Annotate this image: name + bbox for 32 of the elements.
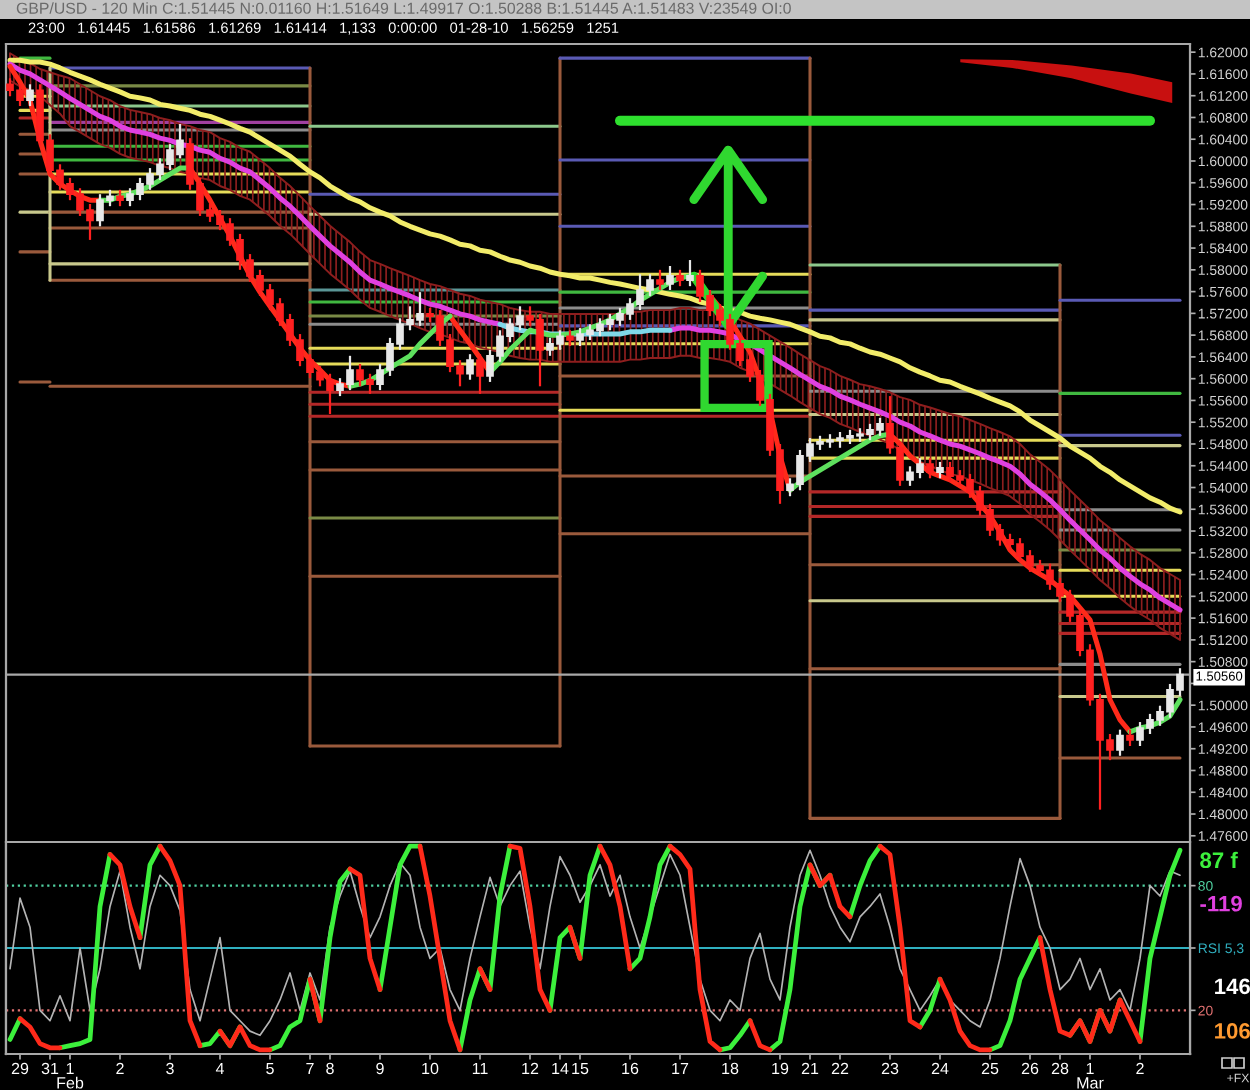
x-tick-label: 25 xyxy=(981,1062,999,1075)
x-tick-label: 5 xyxy=(266,1062,274,1075)
x-tick-label: 19 xyxy=(772,1062,789,1075)
text: -119 xyxy=(1200,895,1242,912)
x-tick-label: 31 xyxy=(41,1062,59,1075)
x-tick-label: 7 xyxy=(306,1062,314,1075)
x-tick-label: 23 xyxy=(881,1062,899,1075)
x-tick-label: 4 xyxy=(215,1062,225,1075)
text: 106 xyxy=(1215,1023,1250,1039)
x-tick-label: 21 xyxy=(801,1062,819,1075)
x-tick-label: 26 xyxy=(1021,1062,1039,1075)
x-tick-label: 15 xyxy=(572,1062,589,1075)
x-tick-label: 16 xyxy=(622,1062,639,1075)
x-tick-label: 29 xyxy=(11,1062,29,1075)
x-tick-label: 8 xyxy=(326,1062,334,1075)
x-tick-label: 1 Feb xyxy=(57,1062,84,1089)
x-tick-label: 10 xyxy=(422,1062,439,1075)
x-tick-label: 2 xyxy=(116,1062,124,1075)
x-tick-label: 3 xyxy=(166,1062,174,1075)
x-tick-label: 9 xyxy=(376,1062,384,1075)
x-tick-label: 17 xyxy=(672,1062,689,1075)
x-tick-label: 28 xyxy=(1051,1062,1069,1075)
x-tick-label: 14 xyxy=(552,1062,569,1075)
x-tick-label: 1 Mar xyxy=(1077,1062,1104,1089)
text: 146 xyxy=(1215,978,1250,995)
x-tick-label: 2 xyxy=(1136,1062,1144,1075)
x-tick-label: 22 xyxy=(831,1062,849,1075)
x-tick-label: 12 xyxy=(522,1062,539,1075)
x-tick-label: 11 xyxy=(472,1062,488,1075)
x-tick-label: 24 xyxy=(931,1062,949,1075)
text: 87 f xyxy=(1200,851,1238,869)
x-tick-label: 18 xyxy=(722,1062,739,1075)
